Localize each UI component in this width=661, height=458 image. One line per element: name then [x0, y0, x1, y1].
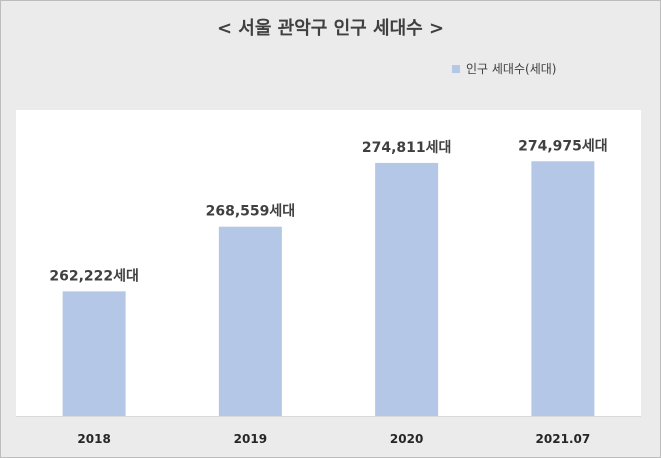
data-label-2020: 274,811세대 [362, 140, 452, 156]
bar-2020 [375, 162, 439, 416]
data-label-2021.07: 274,975세대 [518, 138, 608, 154]
bar-2021.07 [531, 161, 595, 416]
chart-title: < 서울 관악구 인구 세대수 > [216, 18, 445, 39]
data-label-2019: 268,559세대 [206, 204, 296, 220]
x-tick-label-2021.07: 2021.07 [536, 432, 591, 446]
bar-2019 [218, 226, 282, 416]
x-tick-label-2020: 2020 [390, 432, 423, 446]
legend-swatch [452, 64, 460, 73]
bar-2018 [62, 291, 126, 416]
legend: 인구 세대수(세대) [452, 60, 556, 77]
x-tick-label-2019: 2019 [234, 432, 267, 446]
data-label-2018: 262,222세대 [49, 268, 139, 284]
x-tick-label-2018: 2018 [77, 432, 110, 446]
legend-label: 인구 세대수(세대) [466, 62, 557, 76]
